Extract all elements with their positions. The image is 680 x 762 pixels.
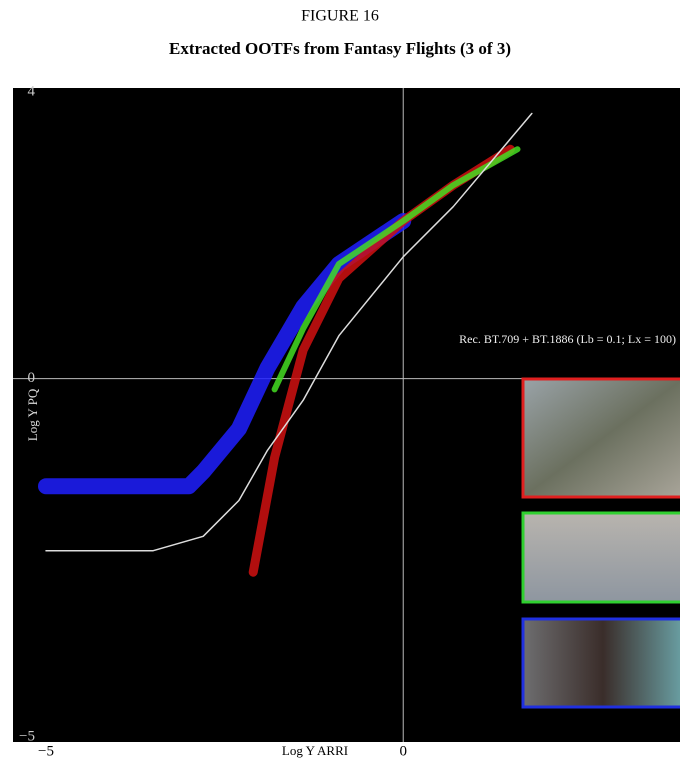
thumbnail-blue (521, 617, 680, 709)
y-tick-label: −5 (19, 728, 35, 744)
thumbnail-red (521, 377, 680, 499)
series-line (45, 112, 533, 552)
figure-label: FIGURE 16 (301, 8, 379, 25)
x-tick-label: 0 (399, 743, 407, 759)
thumbnail-green (521, 511, 680, 604)
annotation: Rec. BT.709 + BT.1886 (Lb = 0.1; Lx = 10… (459, 332, 676, 346)
series-line (271, 146, 521, 393)
x-axis-label: Log Y ARRI (282, 743, 348, 758)
y-tick-label: 0 (28, 370, 36, 386)
y-axis-label: Log Y PQ (25, 388, 40, 441)
x-tick-label: −5 (38, 743, 54, 759)
y-tick-label: 4 (28, 83, 36, 99)
chart-title: Extracted OOTFs from Fantasy Flights (3 … (169, 39, 511, 58)
